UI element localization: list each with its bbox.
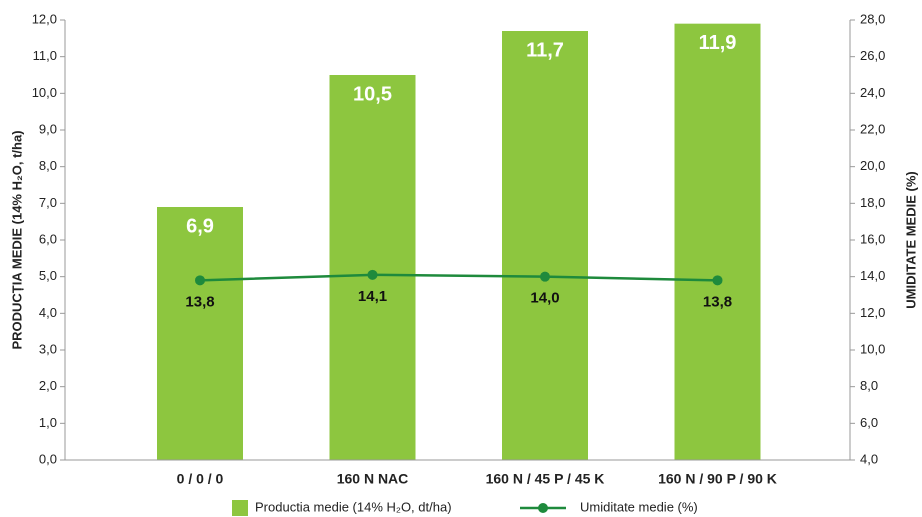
legend-label: Productia medie (14% H₂O, dt/ha) bbox=[255, 499, 452, 514]
y2-tick-label: 14,0 bbox=[860, 268, 885, 283]
y2-tick-label: 10,0 bbox=[860, 341, 885, 356]
y2-tick-label: 16,0 bbox=[860, 231, 885, 246]
y-tick-label: 1,0 bbox=[39, 415, 57, 430]
y2-tick-label: 8,0 bbox=[860, 378, 878, 393]
bar-value-label: 10,5 bbox=[353, 83, 392, 105]
line-value-label: 14,1 bbox=[358, 288, 387, 305]
y-axis-title: PRODUCȚIA MEDIE (14% H₂O, t/ha) bbox=[9, 130, 24, 349]
line bbox=[199, 273, 718, 282]
bar bbox=[674, 23, 761, 461]
legend-label: Umiditate medie (%) bbox=[580, 499, 698, 514]
y2-tick-label: 20,0 bbox=[860, 158, 885, 173]
legend-swatch bbox=[538, 503, 548, 513]
y2-tick-label: 6,0 bbox=[860, 415, 878, 430]
legend-swatch bbox=[232, 500, 248, 516]
y2-tick-label: 28,0 bbox=[860, 11, 885, 26]
bar-value-label: 6,9 bbox=[186, 215, 214, 237]
line-value-label: 13,8 bbox=[703, 293, 732, 310]
y-tick-label: 11,0 bbox=[33, 48, 57, 63]
y-tick-label: 12,0 bbox=[32, 11, 57, 26]
y-tick-label: 2,0 bbox=[39, 378, 57, 393]
y-tick-label: 10,0 bbox=[32, 85, 57, 100]
y-tick-label: 8,0 bbox=[39, 158, 57, 173]
y2-tick-label: 4,0 bbox=[860, 451, 878, 466]
line-point bbox=[367, 269, 378, 280]
x-tick-label: 160 N NAC bbox=[337, 471, 409, 487]
y-tick-label: 6,0 bbox=[39, 231, 57, 246]
x-tick-label: 0 / 0 / 0 bbox=[177, 471, 224, 487]
bar bbox=[502, 31, 588, 460]
bar-value-label: 11,9 bbox=[699, 32, 737, 54]
y-tick-label: 9,0 bbox=[39, 121, 57, 136]
y2-tick-label: 26,0 bbox=[860, 48, 885, 63]
line-point bbox=[540, 271, 550, 282]
y2-tick-label: 18,0 bbox=[860, 195, 885, 210]
y-tick-label: 5,0 bbox=[39, 268, 57, 283]
y2-tick-label: 22,0 bbox=[860, 121, 885, 136]
bar bbox=[329, 75, 416, 460]
line-value-label: 14,0 bbox=[530, 290, 559, 307]
line-value-label: 13,8 bbox=[185, 293, 214, 310]
y2-tick-label: 24,0 bbox=[860, 85, 885, 100]
line-point bbox=[195, 275, 205, 286]
y2-axis-title: UMIDITATE MEDIE (%) bbox=[903, 171, 918, 308]
y-tick-label: 0,0 bbox=[39, 451, 57, 466]
bar bbox=[157, 207, 243, 460]
bar-value-label: 11,7 bbox=[526, 39, 564, 61]
line-point bbox=[712, 275, 723, 286]
x-tick-label: 160 N / 90 P / 90 K bbox=[658, 471, 777, 487]
y2-tick-label: 12,0 bbox=[860, 305, 885, 320]
x-tick-label: 160 N / 45 P / 45 K bbox=[486, 471, 605, 487]
y-tick-label: 3,0 bbox=[39, 341, 57, 356]
y-tick-label: 7,0 bbox=[39, 195, 57, 210]
y-tick-label: 4,0 bbox=[39, 305, 57, 320]
